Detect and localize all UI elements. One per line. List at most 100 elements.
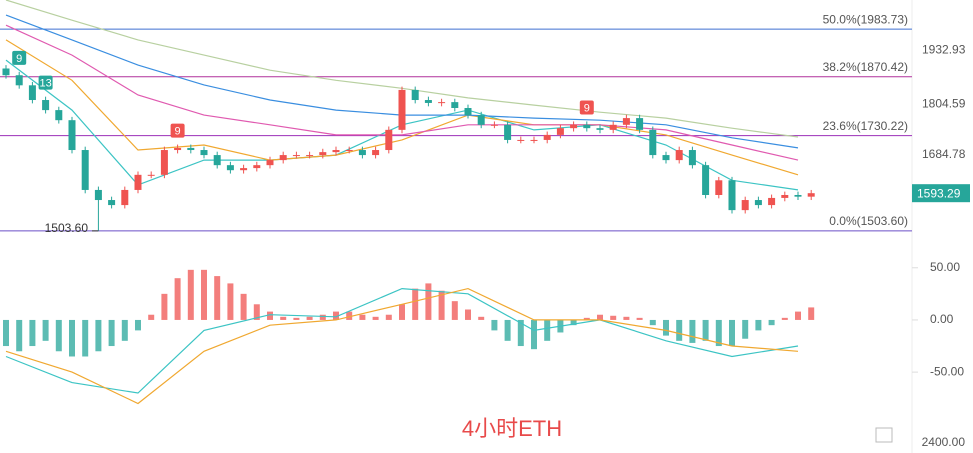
marker-box [38,75,53,90]
candle-body [134,174,142,190]
candle-body [715,180,723,195]
macd-bar [29,319,36,347]
expand-icon[interactable] [875,427,893,443]
candle-body [477,115,485,125]
candle-body [81,150,89,190]
candle-body [781,194,789,198]
candle-body [42,100,50,111]
macd-bar [478,316,485,320]
candle-body [411,89,419,101]
bottom-label: 2400.00 [922,435,966,449]
macd-bar [319,314,326,320]
macd-line [5,287,799,394]
candle-body [292,155,300,157]
macd-bar [755,319,762,331]
macd-bar [715,319,722,347]
candle-body [187,147,195,151]
macd-bar [82,319,89,357]
candle-body [675,150,683,161]
macd-bar [544,319,551,341]
candle-body [385,129,393,151]
candle-body [543,134,551,140]
macd-bar [583,317,590,320]
candle-body [649,129,657,156]
macd-bar [293,317,300,320]
fib-label: 0.0%(1503.60) [829,214,908,228]
macd-bar [95,319,102,352]
candle-body [121,189,129,206]
candle-body [55,110,63,121]
macd-bar [240,293,247,320]
macd-bar [808,307,815,320]
macd-bar [253,304,260,320]
macd-bar [227,283,234,320]
macd-bar [702,319,709,341]
macd-bar [280,316,287,320]
candle-body [2,68,10,76]
candle-body [253,165,261,169]
marker-box [170,123,185,138]
candle-body [490,124,498,126]
candle-body [398,89,406,130]
candle-body [279,155,287,161]
candle-body [504,124,512,140]
macd-bar [135,319,141,331]
candle-body [570,124,578,129]
macd-bar [108,319,115,347]
marker-label: 9 [584,102,590,114]
macd-bar [438,290,445,320]
candle-body [451,102,459,109]
candle-body [345,150,353,152]
candle-body [807,193,815,197]
candle-body [438,102,446,104]
ma-line [5,24,799,161]
macd-bar [187,269,194,320]
candle-body [768,197,776,206]
ma-line [5,39,799,176]
macd-bar [333,311,339,320]
macd-bar [663,319,669,336]
macd-bar [399,304,405,320]
macd-bar [636,317,643,320]
candle-body [147,174,155,176]
candle-body [754,200,762,206]
candle-body [702,165,710,195]
macd-bar [649,319,656,326]
macd-bar [517,319,524,347]
candle-body [662,155,670,161]
macd-bar [676,319,683,341]
macd-bar [768,319,775,326]
macd-bar [148,314,155,320]
marker-box [579,100,594,115]
candle-body [358,150,366,156]
y-tick-label: 1804.59 [922,97,966,111]
candle-body [728,180,736,211]
macd-bar [3,319,9,347]
macd-bar [306,316,313,320]
macd-line [5,287,799,405]
macd-bar [623,316,630,320]
candle-body [609,124,617,130]
candle-body [741,200,749,211]
macd-bar [742,319,749,339]
low-label: 1503.60 [45,221,89,235]
candle-body [200,150,208,156]
candle-body [15,75,23,86]
macd-bar [16,319,23,352]
macd-bar [465,309,471,320]
candle-body [556,128,564,135]
macd-bar [42,319,49,341]
macd-bar [214,276,221,320]
macd-tick-label: 0.00 [930,312,954,326]
macd-bar [161,293,168,320]
fib-label: 23.6%(1730.22) [823,119,908,133]
macd-bar [729,319,735,347]
macd-bar [531,319,537,350]
macd-bar [570,319,577,326]
last-price-tag [912,184,970,203]
marker-label: 13 [39,78,51,90]
candle-body [240,168,248,171]
macd-bar [359,314,366,320]
macd-bar [491,319,498,331]
watermark: 4小时ETH [462,416,562,441]
